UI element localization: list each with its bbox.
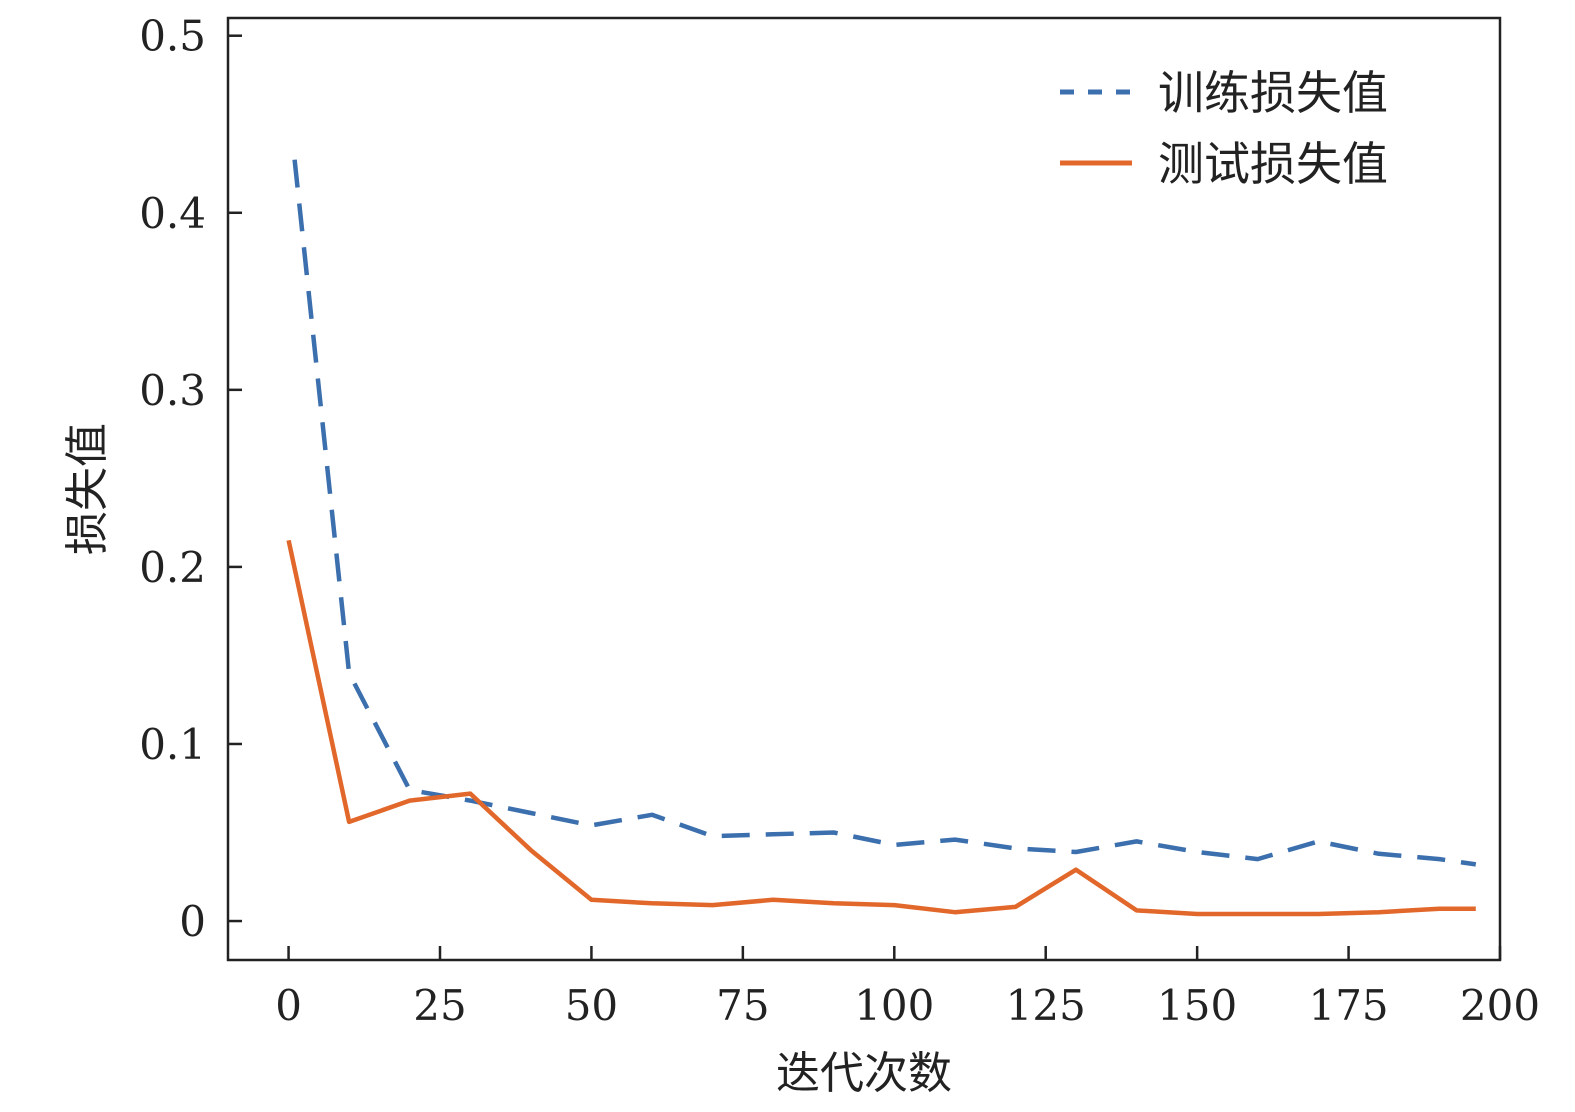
x-tick-label: 150 <box>1157 981 1237 1030</box>
legend-label-1: 测试损失值 <box>1158 137 1388 191</box>
x-tick-label: 175 <box>1308 981 1388 1030</box>
y-tick-label: 0.1 <box>139 720 206 769</box>
x-tick-label: 50 <box>565 981 618 1030</box>
y-tick-label: 0.5 <box>139 12 206 61</box>
y-axis: 0 0.1 0.2 0.3 0.4 0.5 <box>139 12 242 946</box>
x-tick-label: 100 <box>854 981 934 1030</box>
x-tick-label: 75 <box>716 981 769 1030</box>
x-tick-label: 125 <box>1006 981 1086 1030</box>
y-tick-label: 0.4 <box>139 189 206 238</box>
x-tick-label: 200 <box>1460 981 1540 1030</box>
x-axis-title: 迭代次数 <box>776 1048 952 1099</box>
y-tick-label: 0.3 <box>139 366 206 415</box>
y-tick-label: 0 <box>179 897 206 946</box>
x-tick-label: 0 <box>275 981 302 1030</box>
plot-frame <box>226 16 1502 962</box>
x-tick-label: 25 <box>413 981 466 1030</box>
x-axis: 0 25 50 75 100 125 150 175 200 <box>275 946 1540 1030</box>
legend-label-0: 训练损失值 <box>1158 66 1388 120</box>
series-line-0 <box>292 159 1477 867</box>
y-tick-label: 0.2 <box>139 543 206 592</box>
plot-border <box>226 16 1502 962</box>
series-layer <box>286 159 1477 917</box>
series-line-1 <box>286 539 1476 917</box>
y-axis-title: 损失值 <box>62 423 113 555</box>
